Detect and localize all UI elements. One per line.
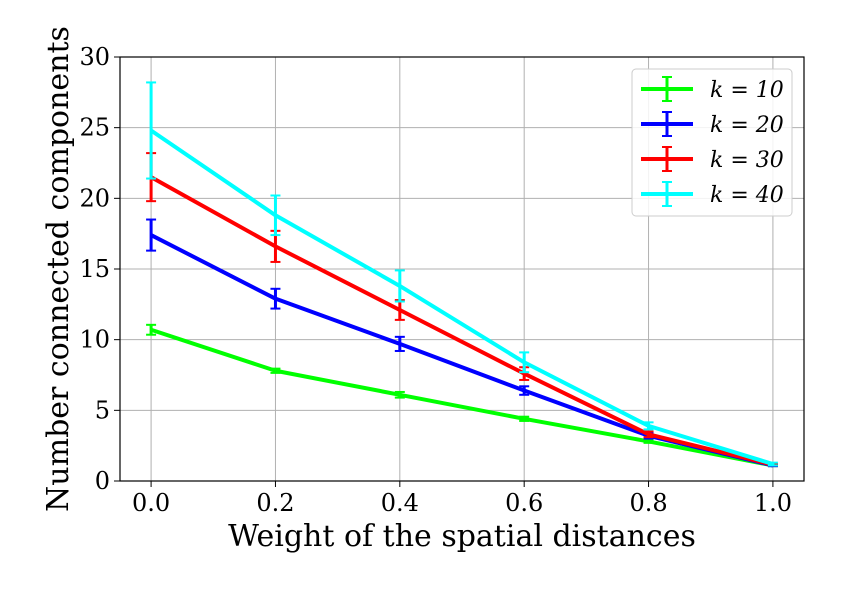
series-4 xyxy=(146,81,778,467)
y-tick-label: 0 xyxy=(95,467,110,495)
series-line xyxy=(150,175,774,467)
series-layer xyxy=(146,81,778,468)
legend-label: k = 30 xyxy=(710,148,784,173)
ticks: 0.0 0.2 0.4 0.6 0.8 1.0 0 5 10 15 20 25 30 xyxy=(79,43,792,517)
y-tick-label: 5 xyxy=(95,396,110,424)
legend-label: k = 40 xyxy=(710,183,784,208)
x-axis-title: Weight of the spatial distances xyxy=(228,519,696,554)
y-tick-label: 10 xyxy=(79,326,110,354)
x-tick-label: 0.0 xyxy=(132,489,170,517)
y-tick-label: 25 xyxy=(79,114,110,142)
y-tick-label: 20 xyxy=(79,184,110,212)
series-line xyxy=(149,128,774,466)
legend: k = 10 k = 20 k = 30 k = 40 xyxy=(631,68,793,217)
y-tick-label: 15 xyxy=(79,255,110,283)
y-tick-label: 30 xyxy=(79,43,110,71)
x-tick-label: 0.4 xyxy=(381,489,419,517)
legend-item: k = 10 xyxy=(641,76,784,103)
x-tick-label: 0.2 xyxy=(256,489,294,517)
legend-item: k = 30 xyxy=(641,146,784,173)
x-tick-label: 1.0 xyxy=(754,489,792,517)
series-line xyxy=(150,327,774,468)
series-line xyxy=(150,233,774,468)
legend-item: k = 20 xyxy=(641,111,784,138)
x-tick-label: 0.6 xyxy=(505,489,543,517)
legend-item: k = 40 xyxy=(641,181,784,208)
x-tick-label: 0.8 xyxy=(629,489,667,517)
y-axis-title: Number connected components xyxy=(41,26,76,512)
legend-box xyxy=(631,68,793,217)
legend-label: k = 20 xyxy=(710,113,784,138)
legend-label: k = 10 xyxy=(710,78,784,103)
